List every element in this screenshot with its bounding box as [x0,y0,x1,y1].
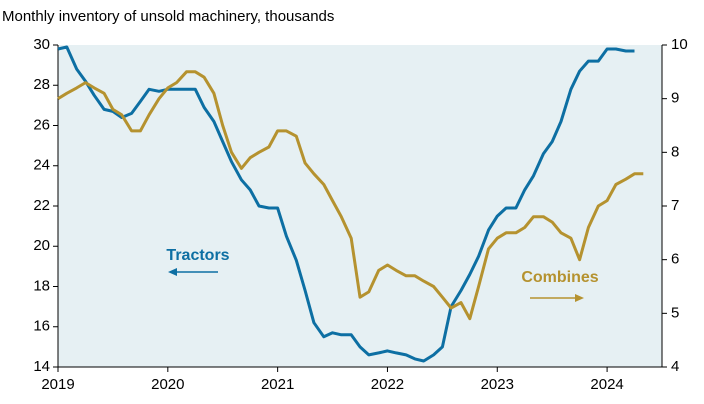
x-tick-label: 2019 [41,376,74,393]
x-tick-label: 2023 [481,376,514,393]
y2-tick-label: 4 [671,358,679,375]
plot-area [58,45,662,367]
arrow-head [575,294,584,302]
y-tick-label: 24 [33,157,50,174]
series-line [57,70,644,321]
series-line [57,45,635,363]
y-tick-label: 14 [33,358,50,375]
y2-tick-label: 8 [671,143,679,160]
y2-tick-label: 7 [671,197,679,214]
x-tick-label: 2024 [590,376,623,393]
y-tick-label: 22 [33,197,50,214]
x-tick-label: 2022 [371,376,404,393]
arrow-head [168,268,177,276]
y-tick-label: 18 [33,277,50,294]
y2-tick-label: 5 [671,304,679,321]
series-label: Combines [521,269,598,286]
y2-tick-label: 10 [671,36,688,53]
y-tick-label: 26 [33,116,50,133]
y-tick-label: 20 [33,237,50,254]
y-tick-label: 16 [33,318,50,335]
y2-tick-label: 6 [671,251,679,268]
y-tick-label: 28 [33,76,50,93]
x-tick-label: 2021 [261,376,294,393]
chart-subtitle: Monthly inventory of unsold machinery, t… [2,8,334,25]
series-label: Tractors [166,247,229,264]
x-tick-label: 2020 [151,376,184,393]
y2-tick-label: 9 [671,90,679,107]
y-tick-label: 30 [33,36,50,53]
